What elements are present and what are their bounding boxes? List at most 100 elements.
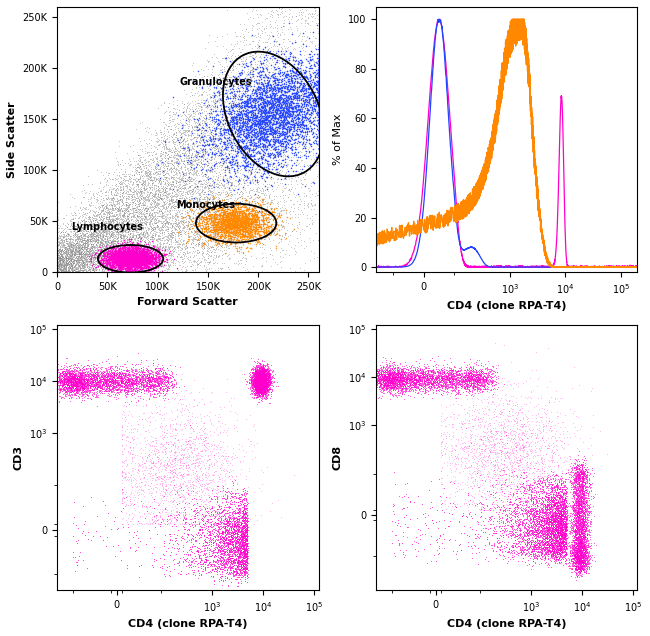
Point bbox=[210, 237, 220, 247]
Point bbox=[70, 267, 81, 277]
Point bbox=[116, 371, 127, 381]
Point bbox=[124, 437, 135, 447]
Point bbox=[168, 116, 178, 127]
Point bbox=[278, 173, 289, 183]
Point bbox=[124, 261, 135, 272]
Point bbox=[125, 241, 135, 251]
Point bbox=[305, 237, 315, 247]
Point bbox=[264, 103, 274, 113]
Point bbox=[117, 258, 127, 268]
Point bbox=[270, 113, 281, 123]
Point bbox=[235, 536, 246, 546]
Point bbox=[573, 544, 584, 554]
Point bbox=[53, 226, 64, 236]
Point bbox=[183, 529, 194, 539]
Point bbox=[293, 137, 304, 147]
Point bbox=[73, 371, 83, 382]
Point bbox=[162, 514, 172, 524]
Point bbox=[77, 228, 88, 238]
Point bbox=[554, 484, 565, 494]
Point bbox=[304, 219, 314, 230]
Point bbox=[147, 249, 157, 259]
Point bbox=[541, 506, 551, 516]
Point bbox=[74, 246, 85, 256]
Point bbox=[259, 364, 269, 374]
Point bbox=[55, 267, 66, 277]
Point bbox=[515, 499, 525, 509]
Point bbox=[195, 524, 205, 534]
Point bbox=[198, 140, 209, 150]
Point bbox=[578, 498, 588, 508]
Point bbox=[576, 516, 586, 527]
Point bbox=[574, 550, 584, 560]
Point bbox=[58, 387, 69, 398]
Point bbox=[309, 2, 320, 12]
Point bbox=[268, 36, 279, 46]
Point bbox=[139, 232, 150, 242]
Point bbox=[244, 196, 255, 206]
Point bbox=[571, 541, 581, 551]
Point bbox=[580, 560, 591, 570]
Point bbox=[161, 172, 172, 182]
Point bbox=[61, 382, 72, 392]
Point bbox=[70, 230, 81, 240]
Point bbox=[112, 251, 123, 261]
Point bbox=[578, 469, 589, 480]
Point bbox=[142, 254, 153, 265]
Point bbox=[554, 537, 564, 548]
Point bbox=[105, 374, 115, 384]
Point bbox=[114, 241, 124, 251]
Point bbox=[96, 234, 106, 244]
Point bbox=[560, 522, 571, 532]
Point bbox=[141, 167, 151, 177]
Point bbox=[259, 386, 269, 396]
Point bbox=[560, 488, 571, 498]
Point bbox=[90, 265, 101, 275]
Point bbox=[252, 373, 262, 384]
Point bbox=[297, 103, 307, 113]
Point bbox=[200, 553, 211, 563]
Point bbox=[224, 223, 235, 233]
Point bbox=[261, 370, 272, 380]
Point bbox=[79, 240, 90, 250]
Point bbox=[259, 377, 269, 387]
Point bbox=[510, 464, 521, 474]
Point bbox=[293, 117, 304, 127]
Point bbox=[87, 241, 98, 251]
Point bbox=[238, 529, 248, 539]
Point bbox=[304, 2, 315, 12]
Point bbox=[182, 153, 192, 163]
Point bbox=[98, 223, 108, 233]
Point bbox=[112, 204, 123, 214]
Point bbox=[266, 95, 277, 106]
Point bbox=[550, 544, 560, 554]
Point bbox=[445, 476, 456, 487]
Point bbox=[227, 60, 238, 71]
Point bbox=[577, 527, 587, 537]
Point bbox=[166, 380, 176, 391]
Point bbox=[66, 244, 77, 254]
Point bbox=[255, 359, 265, 369]
Point bbox=[75, 254, 86, 265]
Point bbox=[289, 121, 300, 131]
Point bbox=[214, 158, 224, 168]
Point bbox=[105, 385, 116, 396]
Point bbox=[575, 548, 585, 558]
Point bbox=[190, 205, 200, 215]
Point bbox=[215, 231, 226, 241]
Point bbox=[222, 206, 232, 216]
Point bbox=[55, 245, 65, 255]
Point bbox=[211, 219, 221, 230]
Point bbox=[514, 518, 524, 529]
Point bbox=[63, 254, 73, 264]
Point bbox=[473, 376, 484, 386]
Point bbox=[66, 242, 77, 252]
Point bbox=[296, 87, 306, 97]
Point bbox=[438, 416, 448, 426]
Point bbox=[150, 174, 161, 184]
Point bbox=[198, 562, 208, 572]
Point bbox=[120, 253, 131, 263]
Point bbox=[239, 550, 249, 560]
Point bbox=[259, 372, 270, 382]
Point bbox=[150, 230, 160, 240]
